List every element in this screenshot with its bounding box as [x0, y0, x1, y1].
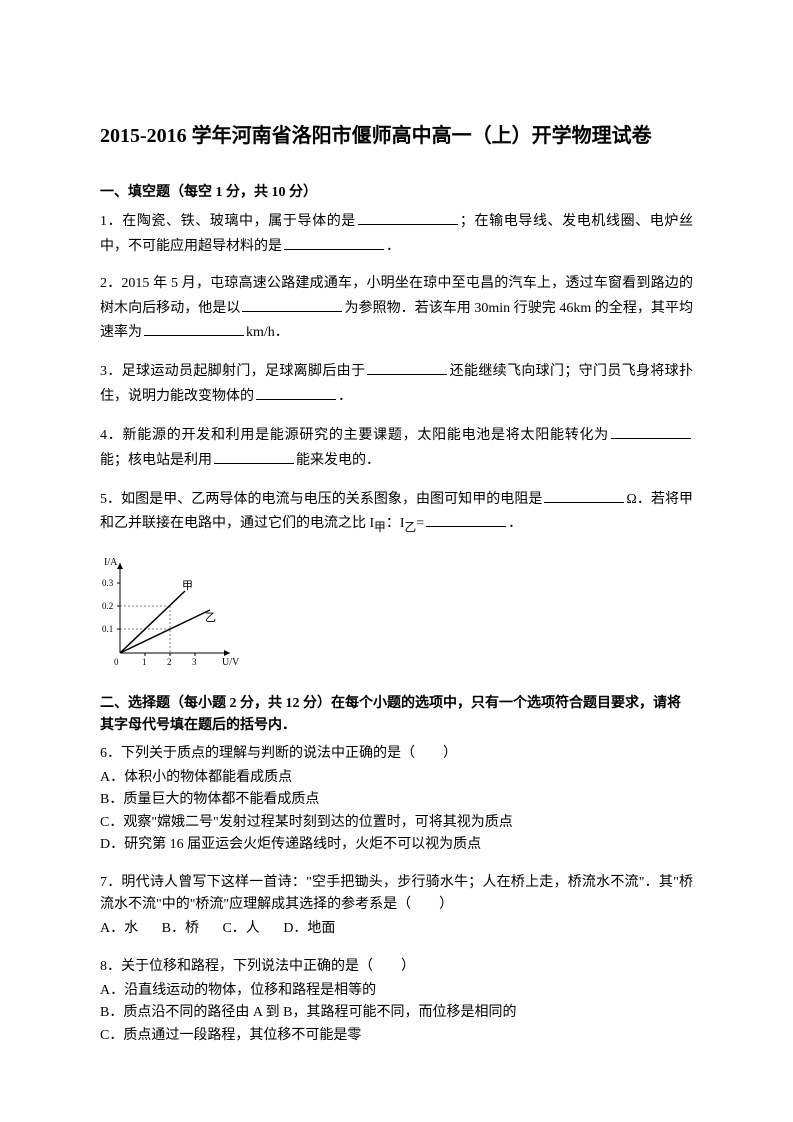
question-6: 6．下列关于质点的理解与判断的说法中正确的是（ ） A．体积小的物体都能看成质点…	[100, 743, 693, 857]
ytick: 0.3	[102, 578, 114, 588]
blank	[214, 448, 294, 464]
xtick: 1	[142, 657, 147, 667]
q7-option-d: D．地面	[283, 921, 335, 936]
question-5: 5．如图是甲、乙两导体的电流与电压的关系图象，由图可知甲的电阻是Ω．若将甲和乙并…	[100, 487, 693, 538]
q4-text3: 能来发电的．	[296, 453, 380, 468]
section2-header: 二、选择题（每小题 2 分，共 12 分）在每个小题的选项中，只有一个选项符合题…	[100, 693, 693, 738]
blank	[284, 234, 384, 250]
blank	[426, 511, 506, 527]
blank	[144, 320, 244, 336]
question-1: 1．在陶瓷、铁、玻璃中，属于导体的是；在输电导线、发电机线圈、电炉丝中，不可能应…	[100, 209, 693, 258]
q7-option-a: A．水	[100, 921, 138, 936]
q1-text1: 1．在陶瓷、铁、玻璃中，属于导体的是	[100, 214, 356, 229]
q8-option-c: C．质点通过一段路程，其位移不可能是零	[100, 1025, 693, 1047]
question-7: 7．明代诗人曾写下这样一首诗："空手把锄头，步行骑水牛；人在桥上走，桥流水不流"…	[100, 872, 693, 941]
iv-graph: I/A U/V 0.3 0.2 0.1 1 2 3 甲 乙 0	[100, 553, 693, 673]
blank	[367, 359, 447, 375]
origin: 0	[114, 657, 119, 667]
q8-option-a: A．沿直线运动的物体，位移和路程是相等的	[100, 980, 693, 1002]
q5-sub2: 乙	[405, 521, 417, 534]
line-yi-label: 乙	[205, 611, 216, 624]
q5-sub1: 甲	[374, 521, 386, 534]
section1-header: 一、填空题（每空 1 分，共 10 分）	[100, 182, 693, 204]
q5-text5: ．	[508, 516, 522, 531]
q5-text4: =	[416, 516, 424, 531]
line-jia-label: 甲	[182, 580, 193, 592]
xtick: 2	[167, 657, 172, 667]
x-axis-label: U/V	[222, 657, 240, 668]
blank	[544, 487, 624, 503]
q6-option-a: A．体积小的物体都能看成质点	[100, 767, 693, 789]
question-3: 3．足球运动员起脚射门，足球离脚后由于还能继续飞向球门；守门员飞身将球扑住，说明…	[100, 359, 693, 408]
q3-text3: ．	[338, 389, 352, 404]
q5-text3: ：I	[386, 516, 405, 531]
y-axis-label: I/A	[104, 557, 118, 568]
q7-option-b: B．桥	[162, 921, 199, 936]
blank	[358, 209, 458, 225]
q6-option-b: B．质量巨大的物体都不能看成质点	[100, 789, 693, 811]
blank	[256, 384, 336, 400]
q1-text3: ．	[386, 239, 400, 254]
ytick: 0.1	[102, 624, 113, 634]
blank	[242, 296, 342, 312]
q2-text3: km/h．	[246, 325, 289, 340]
blank	[611, 423, 691, 439]
exam-title: 2015-2016 学年河南省洛阳市偃师高中高一（上）开学物理试卷	[100, 120, 693, 152]
q4-text2: 能；核电站是利用	[100, 453, 212, 468]
q5-text1: 5．如图是甲、乙两导体的电流与电压的关系图象，由图可知甲的电阻是	[100, 492, 542, 507]
q7-option-c: C．人	[222, 921, 259, 936]
q3-text1: 3．足球运动员起脚射门，足球离脚后由于	[100, 364, 365, 379]
question-8: 8．关于位移和路程，下列说法中正确的是（ ） A．沿直线运动的物体，位移和路程是…	[100, 956, 693, 1048]
ytick: 0.2	[102, 601, 113, 611]
q6-option-d: D．研究第 16 届亚运会火炬传递路线时，火炬不可以视为质点	[100, 834, 693, 856]
q7-stem: 7．明代诗人曾写下这样一首诗："空手把锄头，步行骑水牛；人在桥上走，桥流水不流"…	[100, 872, 693, 917]
question-2: 2．2015 年 5 月，屯琼高速公路建成通车，小明坐在琼中至屯昌的汽车上，透过…	[100, 273, 693, 344]
q6-stem: 6．下列关于质点的理解与判断的说法中正确的是（ ）	[100, 743, 693, 765]
xtick: 3	[192, 657, 197, 667]
q8-stem: 8．关于位移和路程，下列说法中正确的是（ ）	[100, 956, 693, 978]
q6-option-c: C．观察"嫦娥二号"发射过程某时刻到达的位置时，可将其视为质点	[100, 812, 693, 834]
question-4: 4．新能源的开发和利用是能源研究的主要课题，太阳能电池是将太阳能转化为能；核电站…	[100, 423, 693, 472]
q4-text1: 4．新能源的开发和利用是能源研究的主要课题，太阳能电池是将太阳能转化为	[100, 428, 609, 443]
q8-option-b: B．质点沿不同的路径由 A 到 B，其路程可能不同，而位移是相同的	[100, 1002, 693, 1024]
